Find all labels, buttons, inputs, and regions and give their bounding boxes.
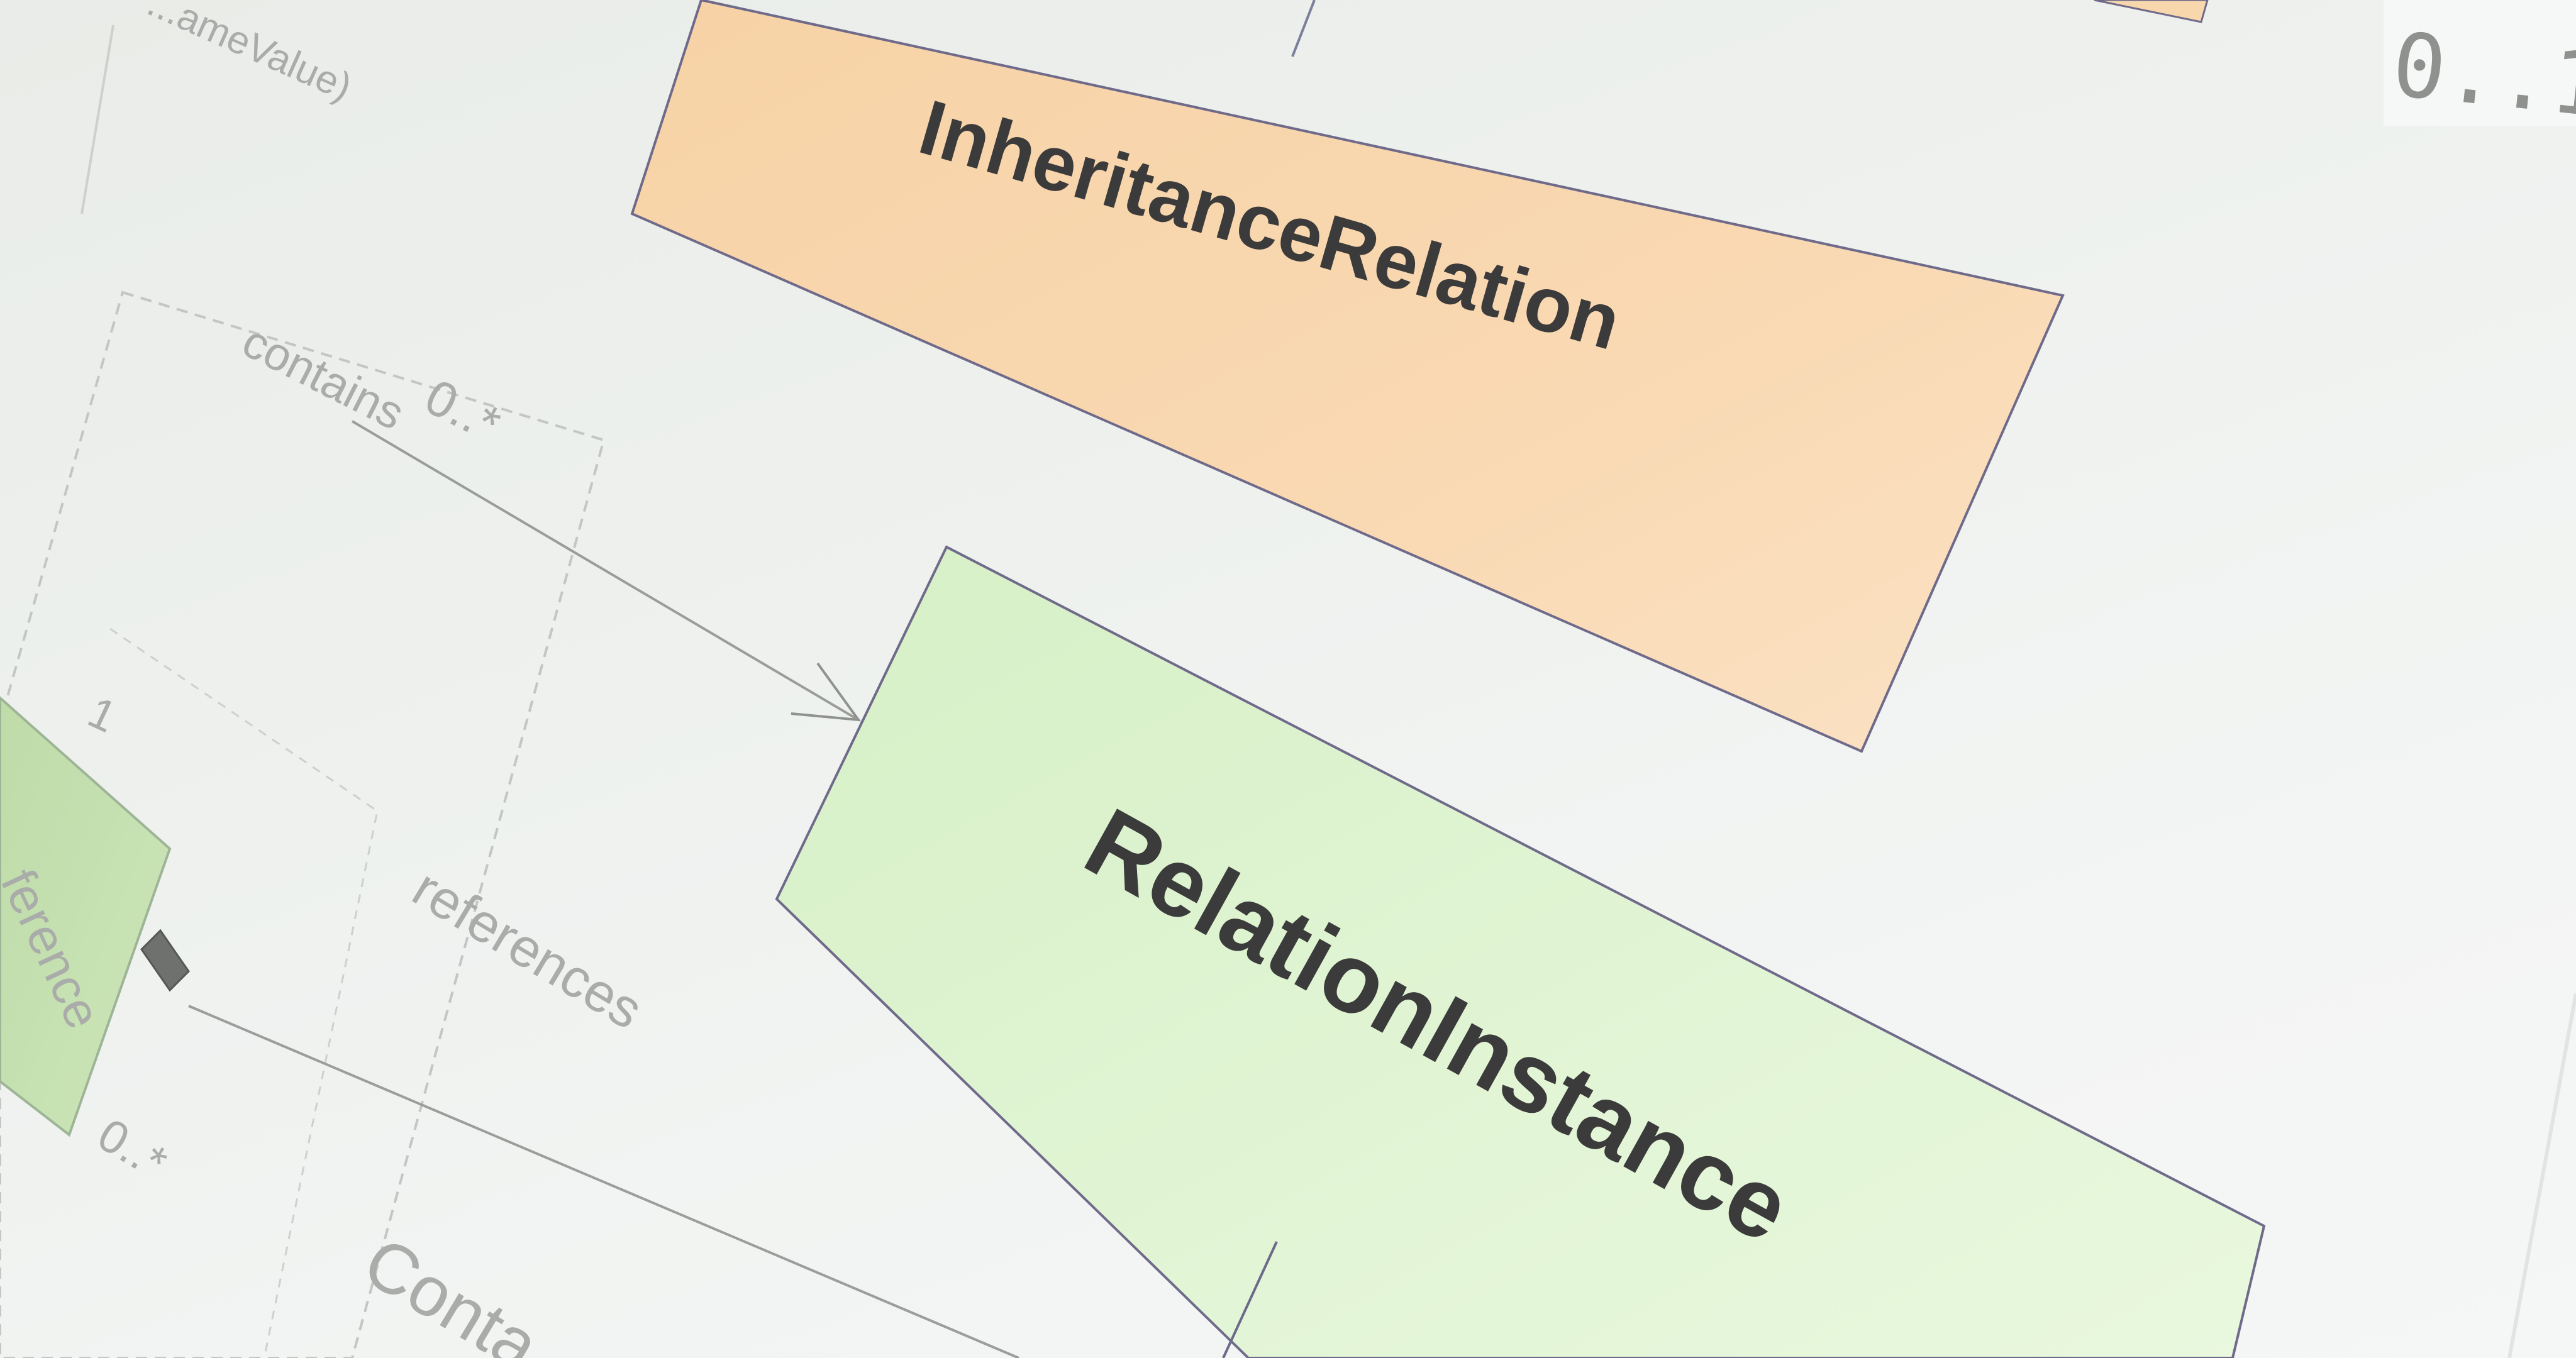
- side-multiplicity: 1: [81, 687, 124, 742]
- bottom-class-label: Conta: [351, 1222, 553, 1358]
- top-left-fragment-label: ...ameValue): [141, 0, 358, 109]
- multiplicity-backdrop: [2384, 0, 2576, 126]
- relation-instance-class-box[interactable]: [775, 545, 2266, 1358]
- top-class-stub: [2094, 0, 2209, 23]
- relation-instance-connector: [1222, 1241, 1278, 1358]
- top-left-edge: [80, 25, 114, 214]
- inheritance-relation-class-box[interactable]: [630, 0, 2065, 753]
- references-edge: [188, 1005, 1019, 1358]
- composition-diamond-icon: [140, 929, 190, 992]
- package-frame-inner: [109, 627, 379, 1358]
- contains-arrowhead: [791, 662, 862, 722]
- contains-edge: [351, 420, 860, 721]
- references-multiplicity: 0..*: [89, 1108, 176, 1189]
- left-class-box[interactable]: [0, 696, 172, 1137]
- contains-label: contains: [235, 314, 413, 439]
- references-label: references: [402, 858, 653, 1041]
- top-connector: [1291, 0, 1316, 57]
- contains-multiplicity: 0..*: [416, 368, 509, 453]
- screen-edge: [2507, 993, 2576, 1358]
- package-frame: [0, 290, 606, 1358]
- top-right-multiplicity: 0..1: [2387, 14, 2576, 138]
